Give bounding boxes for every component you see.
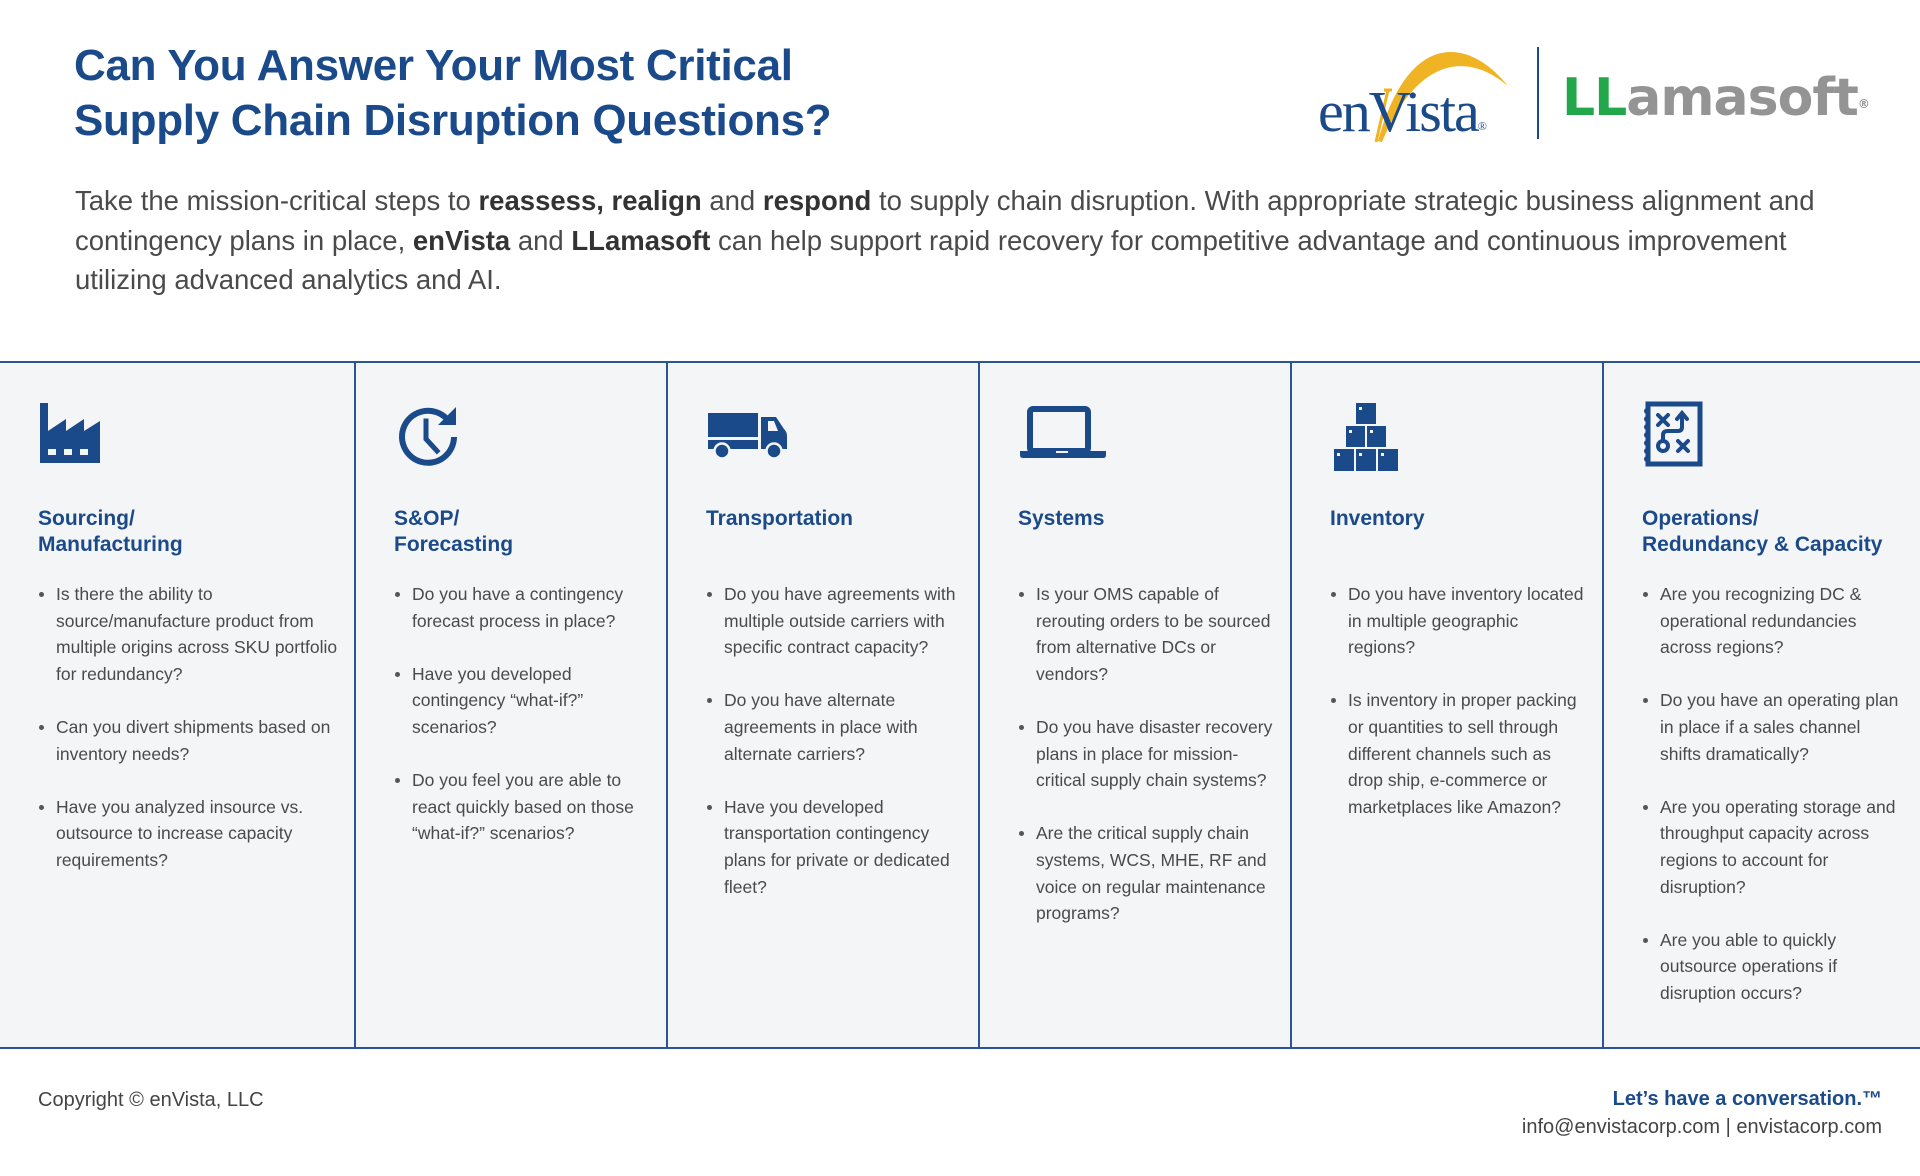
strategy-playbook-icon: [1642, 401, 1732, 477]
title-line-1: Can You Answer Your Most Critical: [74, 41, 793, 90]
list-item: Do you have disaster recovery plans in p…: [1018, 714, 1276, 794]
logo-divider: [1537, 47, 1539, 139]
list-item: Do you have inventory located in multipl…: [1330, 581, 1588, 661]
envista-arc-icon: [1374, 51, 1508, 143]
question-list: Is there the ability to source/manufactu…: [38, 581, 340, 900]
list-item: Are you recognizing DC & operational red…: [1642, 581, 1906, 661]
list-item: Have you analyzed insource vs. outsource…: [38, 794, 340, 874]
partner-logos: enVista® LLamasoft®: [1310, 40, 1870, 150]
list-item: Is inventory in proper packing or quanti…: [1330, 687, 1588, 820]
list-item: Are you operating storage and throughput…: [1642, 794, 1906, 900]
column-heading: Systems: [1018, 507, 1105, 530]
column-sop-forecasting: S&OP/ Forecasting Do you have a continge…: [356, 363, 668, 1047]
list-item: Do you have an operating plan in place i…: [1642, 687, 1906, 767]
column-operations-redundancy-capacity: Operations/ Redundancy & Capacity Are yo…: [1604, 363, 1920, 1047]
llamasoft-ll: LL: [1562, 68, 1627, 128]
question-list: Are you recognizing DC & operational red…: [1642, 581, 1906, 1033]
list-item: Do you feel you are able to react quickl…: [394, 767, 652, 847]
question-list: Do you have agreements with multiple out…: [706, 581, 964, 927]
column-inventory: Inventory Do you have inventory located …: [1292, 363, 1604, 1047]
contact-block: Let’s have a conversation.™ info@envista…: [1522, 1085, 1882, 1141]
list-item: Have you developed transportation contin…: [706, 794, 964, 900]
stacked-boxes-icon: [1330, 401, 1420, 477]
question-list: Is your OMS capable of rerouting orders …: [1018, 581, 1276, 953]
column-transportation: Transportation Do you have agreements wi…: [668, 363, 980, 1047]
questions-panel: Sourcing/ Manufacturing Is there the abi…: [0, 361, 1920, 1049]
clock-refresh-icon: [394, 401, 484, 477]
column-heading: Operations/ Redundancy & Capacity: [1642, 507, 1883, 556]
intro-paragraph: Take the mission-critical steps to reass…: [75, 185, 1815, 295]
tagline: Let’s have a conversation.™: [1612, 1088, 1882, 1110]
column-sourcing-manufacturing: Sourcing/ Manufacturing Is there the abi…: [0, 363, 356, 1047]
list-item: Is your OMS capable of rerouting orders …: [1018, 581, 1276, 687]
list-item: Is there the ability to source/manufactu…: [38, 581, 340, 687]
list-item: Can you divert shipments based on invent…: [38, 714, 340, 767]
list-item: Have you developed contingency “what-if?…: [394, 661, 652, 741]
envista-wordmark: enVista: [1318, 79, 1480, 144]
column-heading: Transportation: [706, 507, 854, 530]
question-list: Do you have inventory located in multipl…: [1330, 581, 1588, 847]
list-item: Do you have a contingency forecast proce…: [394, 581, 652, 634]
title-line-2: Supply Chain Disruption Questions?: [74, 96, 832, 145]
question-list: Do you have a contingency forecast proce…: [394, 581, 652, 874]
list-item: Are the critical supply chain systems, W…: [1018, 820, 1276, 926]
page-title: Can You Answer Your Most Critical Supply…: [74, 38, 832, 148]
copyright-text: Copyright © enVista, LLC: [38, 1089, 264, 1111]
contact-links[interactable]: info@envistacorp.com | envistacorp.com: [1521, 1116, 1882, 1138]
list-item: Are you able to quickly outsource operat…: [1642, 927, 1906, 1007]
factory-icon: [38, 401, 128, 477]
llamasoft-logo: LLamasoft®: [1562, 68, 1870, 128]
envista-logo: enVista®: [1318, 46, 1518, 146]
column-heading: Inventory: [1330, 507, 1425, 530]
column-systems: Systems Is your OMS capable of rerouting…: [980, 363, 1292, 1047]
truck-icon: [706, 401, 796, 477]
list-item: Do you have alternate agreements in plac…: [706, 687, 964, 767]
column-heading: Sourcing/ Manufacturing: [38, 507, 183, 556]
llamasoft-wordmark: amasoft: [1626, 68, 1859, 128]
list-item: Do you have agreements with multiple out…: [706, 581, 964, 661]
column-heading: S&OP/ Forecasting: [394, 507, 514, 556]
laptop-icon: [1018, 401, 1108, 477]
